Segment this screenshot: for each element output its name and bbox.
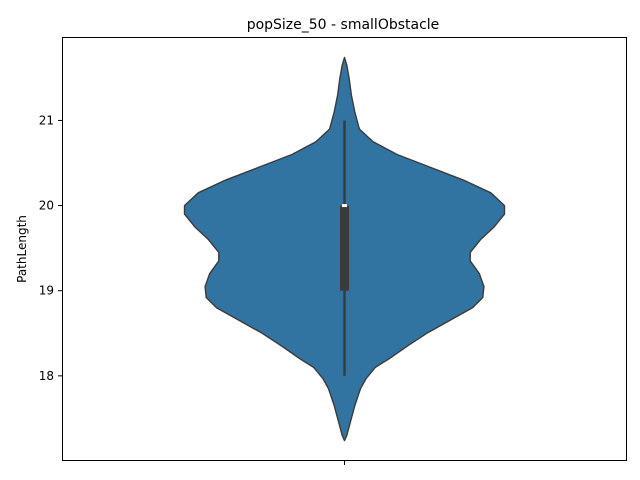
y-tick-label: 18 bbox=[39, 369, 54, 383]
y-tick-label: 20 bbox=[39, 199, 54, 213]
y-tick-label: 21 bbox=[39, 113, 54, 127]
chart-title: popSize_50 - smallObstacle bbox=[247, 17, 440, 33]
y-axis-label: PathLength bbox=[15, 215, 29, 283]
y-ticks: 18 19 20 21 bbox=[39, 113, 62, 383]
iqr-box bbox=[340, 205, 349, 291]
median-marker bbox=[342, 204, 347, 208]
box-layer bbox=[340, 120, 349, 376]
y-tick-label: 19 bbox=[39, 284, 54, 298]
